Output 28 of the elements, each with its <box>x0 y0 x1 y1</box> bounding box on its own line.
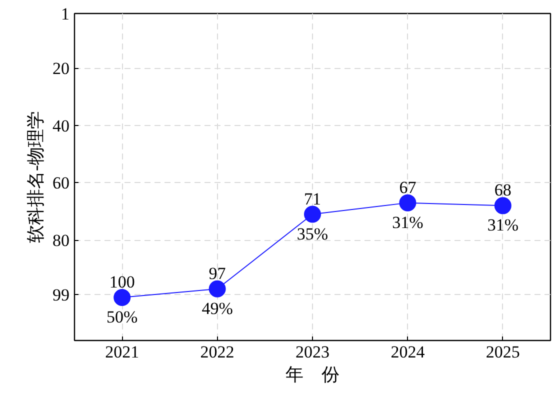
data-label: 67 <box>399 178 417 197</box>
y-axis-title: 软科排名-物理学 <box>26 110 46 243</box>
data-label: 100 <box>109 272 135 292</box>
annotation: 35% <box>296 224 328 244</box>
y-tick-label: 20 <box>52 59 70 78</box>
y-tick-label: 60 <box>52 174 70 193</box>
point <box>114 288 131 306</box>
x-tick-label: 2023 <box>296 342 330 362</box>
data-label: 97 <box>208 264 226 283</box>
x-axis-title: 年 份 <box>286 364 340 384</box>
y-tick-label: 99 <box>52 286 70 305</box>
point <box>304 206 321 223</box>
point <box>494 197 512 214</box>
data-label: 68 <box>494 180 512 200</box>
x-tick-label: 2024 <box>390 342 426 362</box>
y-tick-label: 1 <box>61 4 70 24</box>
annotation: 31% <box>487 216 518 235</box>
annotation: 31% <box>392 212 424 232</box>
y-tick-label: 80 <box>52 231 70 250</box>
annotation: 50% <box>106 307 138 326</box>
x-tick-label: 2022 <box>200 342 234 362</box>
x-tick-label: 2025 <box>486 342 520 362</box>
point <box>399 194 416 212</box>
data-label: 71 <box>304 189 321 208</box>
x-tick-label: 2021 <box>105 342 140 362</box>
y-tick-label: 40 <box>52 116 70 136</box>
point <box>208 280 226 298</box>
annotation: 49% <box>202 298 233 318</box>
